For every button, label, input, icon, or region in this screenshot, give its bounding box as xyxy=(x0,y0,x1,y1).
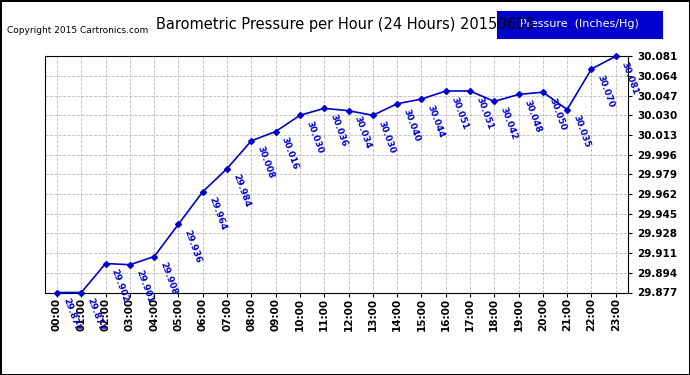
Text: 30.044: 30.044 xyxy=(426,103,446,139)
Text: Copyright 2015 Cartronics.com: Copyright 2015 Cartronics.com xyxy=(7,26,148,35)
Text: 30.030: 30.030 xyxy=(377,120,397,155)
Text: 29.964: 29.964 xyxy=(207,196,227,232)
Text: 30.030: 30.030 xyxy=(304,120,324,155)
Text: 30.036: 30.036 xyxy=(328,112,348,148)
Text: 29.902: 29.902 xyxy=(110,268,130,303)
Text: 29.877: 29.877 xyxy=(61,297,81,333)
Text: 30.035: 30.035 xyxy=(571,114,591,149)
Text: 30.034: 30.034 xyxy=(353,115,373,150)
Text: Pressure  (Inches/Hg): Pressure (Inches/Hg) xyxy=(520,20,639,29)
Text: 30.070: 30.070 xyxy=(595,73,616,108)
Text: 30.051: 30.051 xyxy=(450,95,470,130)
Text: 29.908: 29.908 xyxy=(158,261,179,297)
Text: 30.042: 30.042 xyxy=(498,106,519,141)
Text: 30.008: 30.008 xyxy=(255,145,276,180)
Text: 30.016: 30.016 xyxy=(280,136,300,171)
Text: 29.984: 29.984 xyxy=(231,173,252,209)
Text: 30.040: 30.040 xyxy=(402,108,422,143)
Text: 29.877: 29.877 xyxy=(86,297,106,333)
Text: Barometric Pressure per Hour (24 Hours) 20150605: Barometric Pressure per Hour (24 Hours) … xyxy=(156,17,534,32)
Text: 29.936: 29.936 xyxy=(183,228,203,264)
Text: 30.081: 30.081 xyxy=(620,60,640,96)
Text: 29.901: 29.901 xyxy=(134,269,155,304)
Text: 30.051: 30.051 xyxy=(474,95,494,130)
Text: 30.050: 30.050 xyxy=(547,96,567,132)
Text: 30.048: 30.048 xyxy=(523,99,543,134)
